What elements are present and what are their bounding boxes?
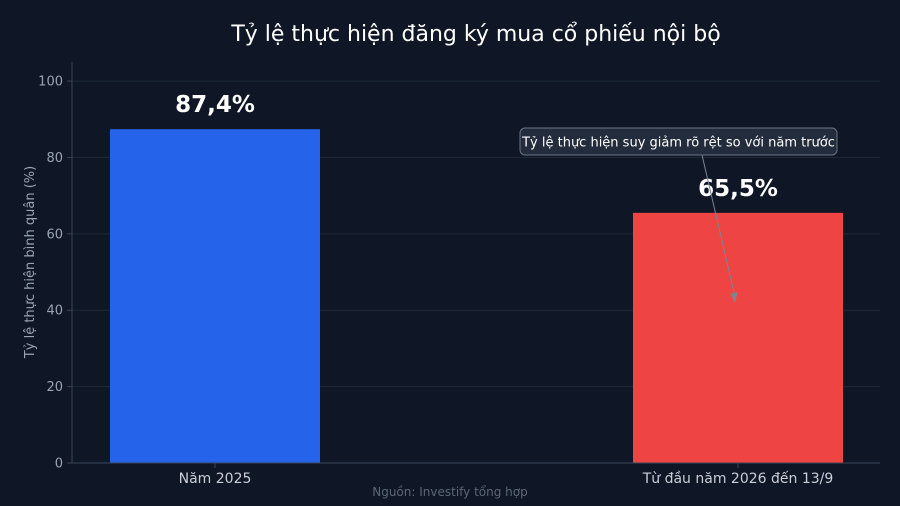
y-tick-label: 60 [46,227,63,242]
annotation-box [519,127,838,156]
chart-title: Tỷ lệ thực hiện đăng ký mua cổ phiếu nội… [230,22,720,47]
bars: 87,4%65,5% [110,92,843,463]
y-tick-label: 20 [46,380,63,395]
annotation-arrowhead [730,292,738,303]
y-tick-label: 100 [38,75,63,90]
annotation: Tỷ lệ thực hiện suy giảm rõ rệt so với n… [519,127,838,303]
x-tick-label: Năm 2025 [179,471,252,487]
data-label: 87,4% [175,92,255,118]
bar-1 [110,129,320,463]
bar-2 [633,212,843,463]
y-tick-label: 80 [46,151,63,166]
y-axis-label: Tỷ lệ thực hiện bình quân (%) [23,166,38,359]
annotation-arrow [701,154,736,297]
axes: 0 20 40 60 80 100 Năm 2025 Từ đầu năm 2026 đến … [38,62,880,487]
y-tick-label: 40 [46,304,63,319]
annotation-text: Tỷ lệ thực hiện suy giảm rõ rệt so với n… [521,136,835,151]
source-note: Nguồn: Investify tổng hợp [372,485,528,499]
x-tick-label: Từ đầu năm 2026 đến 13/9 [642,470,834,487]
y-tick-label: 0 [55,457,63,472]
